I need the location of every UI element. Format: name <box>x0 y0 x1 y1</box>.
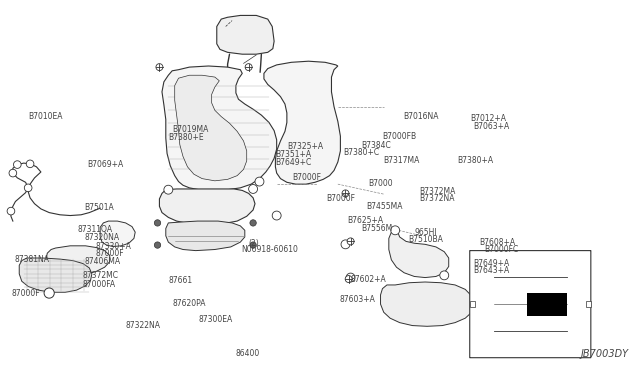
Text: JB7003DY: JB7003DY <box>580 349 628 359</box>
Text: 87381NA: 87381NA <box>14 254 49 264</box>
Circle shape <box>154 220 161 226</box>
Circle shape <box>342 190 349 197</box>
Text: B7510BA: B7510BA <box>408 235 443 244</box>
Text: B7069+A: B7069+A <box>88 160 124 170</box>
Text: 87322NA: 87322NA <box>125 321 161 330</box>
Polygon shape <box>166 221 245 251</box>
Text: B7380+C: B7380+C <box>343 148 379 157</box>
Text: B7016NA: B7016NA <box>403 112 438 121</box>
Circle shape <box>250 242 256 248</box>
Text: 87300EA: 87300EA <box>199 315 233 324</box>
Circle shape <box>245 64 252 71</box>
Text: B7010EA: B7010EA <box>28 112 63 121</box>
Polygon shape <box>19 258 92 292</box>
Circle shape <box>24 184 32 192</box>
Text: 87372MC: 87372MC <box>83 271 119 280</box>
Text: B7019MA: B7019MA <box>172 125 209 134</box>
Circle shape <box>164 185 173 194</box>
Text: (2): (2) <box>248 239 259 248</box>
Text: B7000FB: B7000FB <box>383 132 417 141</box>
Text: 87000FA: 87000FA <box>83 280 116 289</box>
Bar <box>470 301 475 307</box>
Text: 87311QA: 87311QA <box>78 225 113 234</box>
Text: B7501A: B7501A <box>84 203 114 212</box>
Text: B7380+A: B7380+A <box>458 156 494 166</box>
Polygon shape <box>217 15 274 54</box>
Text: B7063+A: B7063+A <box>473 122 509 131</box>
Circle shape <box>26 160 34 168</box>
Circle shape <box>9 169 17 177</box>
Polygon shape <box>175 75 246 181</box>
Text: B7000F: B7000F <box>326 194 355 203</box>
Text: N06918-60610: N06918-60610 <box>241 245 298 254</box>
Text: B7556M: B7556M <box>362 224 393 233</box>
Circle shape <box>345 276 352 282</box>
Text: B7325+A: B7325+A <box>287 142 323 151</box>
Circle shape <box>440 271 449 280</box>
Text: B7608+A: B7608+A <box>479 238 515 247</box>
Circle shape <box>346 273 355 282</box>
Circle shape <box>156 64 163 71</box>
Circle shape <box>44 288 54 298</box>
FancyBboxPatch shape <box>470 251 591 358</box>
Bar <box>586 301 591 307</box>
Text: B7372MA: B7372MA <box>419 187 456 196</box>
Circle shape <box>250 220 256 226</box>
Text: B7317MA: B7317MA <box>384 155 420 165</box>
Circle shape <box>154 242 161 248</box>
Circle shape <box>13 161 21 169</box>
Circle shape <box>7 207 15 215</box>
Text: 87602+A: 87602+A <box>351 275 387 283</box>
Text: B7380+E: B7380+E <box>168 133 204 142</box>
Text: B7000: B7000 <box>368 179 392 188</box>
Text: B7000F: B7000F <box>292 173 321 182</box>
Text: B7649+A: B7649+A <box>473 259 509 268</box>
Circle shape <box>248 185 257 193</box>
Polygon shape <box>46 246 109 275</box>
Text: B7649+C: B7649+C <box>275 157 312 167</box>
Circle shape <box>391 226 399 235</box>
Text: 87406MA: 87406MA <box>84 257 120 266</box>
Text: 87620PA: 87620PA <box>172 299 205 308</box>
Text: 87000F: 87000F <box>96 249 124 258</box>
Circle shape <box>347 238 354 245</box>
Polygon shape <box>389 230 449 278</box>
Bar <box>527 294 566 316</box>
Polygon shape <box>159 189 255 225</box>
Text: B7351+A: B7351+A <box>275 150 312 159</box>
Text: 86400: 86400 <box>236 350 260 359</box>
Text: 87000F: 87000F <box>12 289 40 298</box>
Text: 965HI: 965HI <box>414 228 437 237</box>
Text: B7000FC: B7000FC <box>484 245 518 254</box>
Text: B7643+A: B7643+A <box>473 266 509 275</box>
Text: B7384C: B7384C <box>362 141 391 150</box>
Text: B7455MA: B7455MA <box>366 202 403 211</box>
Text: B7625+A: B7625+A <box>348 216 383 225</box>
Polygon shape <box>100 221 135 247</box>
Polygon shape <box>162 66 276 190</box>
Text: 87661: 87661 <box>168 276 193 285</box>
Text: B7012+A: B7012+A <box>470 114 506 123</box>
Text: B7372NA: B7372NA <box>419 194 455 203</box>
Text: 87320NA: 87320NA <box>84 233 119 242</box>
Text: 87330+A: 87330+A <box>96 242 132 251</box>
Circle shape <box>341 240 350 249</box>
Circle shape <box>272 211 281 220</box>
Circle shape <box>255 177 264 186</box>
Polygon shape <box>264 61 340 184</box>
Text: 87603+A: 87603+A <box>339 295 375 304</box>
Polygon shape <box>381 282 474 326</box>
